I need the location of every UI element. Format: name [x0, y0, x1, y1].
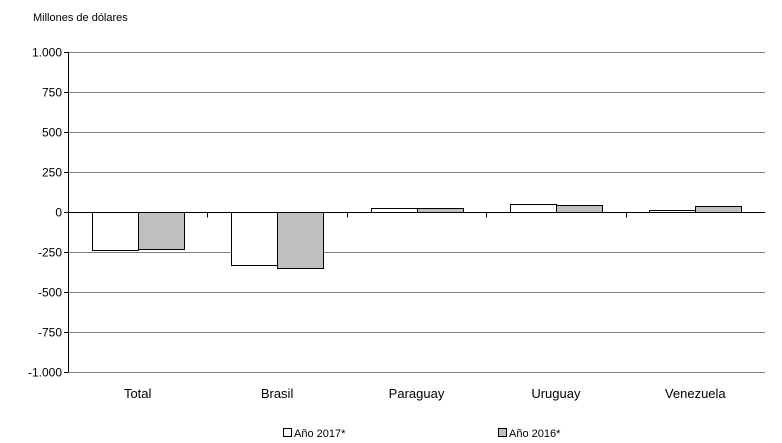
- legend-label: Año 2016*: [509, 428, 561, 440]
- y-tick-label: -750: [38, 326, 62, 340]
- bar-total-series-1: [92, 212, 139, 251]
- legend-swatch: [498, 428, 507, 437]
- x-category-label: Brasil: [261, 386, 294, 401]
- x-category-label: Venezuela: [665, 386, 726, 401]
- x-category-label: Paraguay: [389, 386, 445, 401]
- bar-total-series-2: [138, 212, 185, 250]
- y-axis-unit-label: Millones de dólares: [33, 12, 128, 24]
- y-tick-label: 1.000: [32, 46, 62, 60]
- y-tick-label: -1.000: [28, 366, 62, 380]
- y-tick-label: -500: [38, 286, 62, 300]
- bar-uruguay-series-1: [510, 204, 557, 213]
- y-tick-label: 500: [42, 126, 62, 140]
- x-category-label: Total: [124, 386, 152, 401]
- bar-brasil-series-2: [277, 212, 324, 269]
- bar-venezuela-series-2: [695, 206, 742, 213]
- bar-paraguay-series-1: [371, 208, 418, 213]
- x-category-label: Uruguay: [531, 386, 581, 401]
- bar-brasil-series-1: [231, 212, 278, 266]
- y-tick-label: -250: [38, 246, 62, 260]
- y-tick-label: 750: [42, 86, 62, 100]
- y-tick-label: 250: [42, 166, 62, 180]
- bar-paraguay-series-2: [417, 208, 464, 213]
- bar-uruguay-series-2: [556, 205, 603, 213]
- y-tick-label: 0: [55, 206, 62, 220]
- legend-swatch: [283, 428, 292, 437]
- legend-label: Año 2017*: [294, 428, 346, 440]
